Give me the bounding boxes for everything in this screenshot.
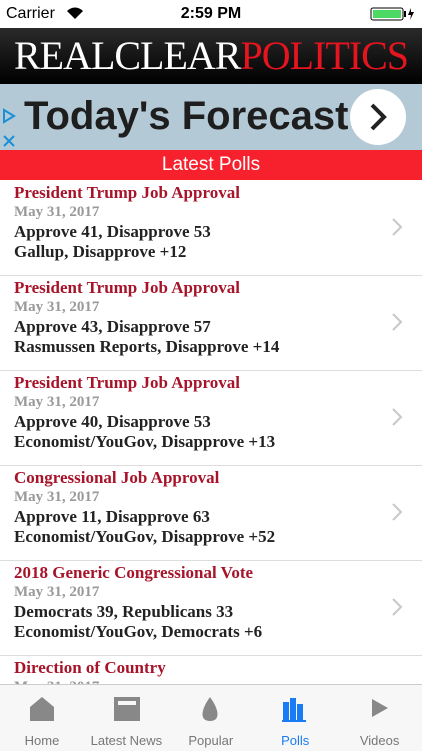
- poll-line1: Approve 40, Disapprove 53: [14, 412, 211, 431]
- poll-date: May 31, 2017: [14, 299, 100, 315]
- status-bar: Carrier 2:59 PM: [0, 0, 422, 28]
- poll-item[interactable]: 2018 Generic Congressional Vote May 31, 2…: [0, 560, 422, 656]
- tab[interactable]: Polls: [253, 685, 337, 751]
- poll-item[interactable]: President Trump Job Approval May 31, 2017…: [0, 370, 422, 466]
- section-title: Latest Polls: [0, 150, 422, 180]
- ad-text[interactable]: Today's Forecast: [24, 94, 349, 138]
- poll-line2: Economist/YouGov, Disapprove +52: [14, 527, 276, 546]
- poll-title: President Trump Job Approval: [14, 373, 240, 392]
- logo-part1: REALCLEAR: [13, 33, 242, 78]
- poll-line1: Democrats 39, Republicans 33: [14, 602, 234, 621]
- poll-line2: Gallup, Disapprove +12: [14, 242, 187, 261]
- poll-title: 2018 Generic Congressional Vote: [14, 563, 254, 582]
- tab-icons: [30, 697, 388, 722]
- logo-part2: POLITICS: [240, 33, 409, 78]
- battery-icon: [370, 7, 414, 21]
- poll-line2: Rasmussen Reports, Disapprove +14: [14, 337, 280, 356]
- poll-line1: Approve 11, Disapprove 63: [14, 507, 210, 526]
- tab[interactable]: Home: [0, 685, 84, 751]
- poll-line1: Approve 41, Disapprove 53: [14, 222, 211, 241]
- ad-arrow[interactable]: [348, 89, 408, 145]
- time: 2:59 PM: [180, 5, 242, 22]
- carrier: Carrier: [6, 5, 55, 22]
- tab-label: Latest News: [90, 733, 163, 748]
- ad-banner[interactable]: Today's Forecast: [0, 84, 422, 150]
- tab-bar: Home Latest News Popular Polls Videos: [0, 684, 422, 751]
- poll-title: Congressional Job Approval: [14, 468, 220, 487]
- tab[interactable]: Popular: [169, 685, 253, 751]
- poll-line2: Economist/YouGov, Disapprove +13: [14, 432, 276, 451]
- tab[interactable]: Latest News: [84, 685, 168, 751]
- poll-date: May 31, 2017: [14, 489, 100, 505]
- tab-label: Home: [24, 733, 60, 748]
- poll-item[interactable]: President Trump Job Approval May 31, 2017…: [0, 180, 422, 276]
- poll-line2: Economist/YouGov, Democrats +6: [14, 622, 263, 641]
- poll-item[interactable]: President Trump Job Approval May 31, 2017…: [0, 275, 422, 371]
- poll-date: May 31, 2017: [14, 204, 100, 220]
- poll-title: Direction of Country: [14, 658, 166, 677]
- chevron: [392, 313, 403, 331]
- poll-line1: Approve 43, Disapprove 57: [14, 317, 211, 336]
- wifi-icon: [67, 7, 83, 19]
- app-header: REALCLEARPOLITICS: [0, 28, 422, 84]
- poll-date: May 31, 2017: [14, 394, 100, 410]
- poll-date: May 31, 2017: [14, 584, 100, 600]
- tab[interactable]: Videos: [338, 685, 422, 751]
- ad-choices[interactable]: [0, 106, 20, 150]
- chevron: [392, 503, 403, 521]
- chevron: [392, 408, 403, 426]
- chevron: [392, 218, 403, 236]
- poll-title: President Trump Job Approval: [14, 183, 240, 202]
- tab-label: Popular: [188, 733, 234, 748]
- tab-label: Videos: [359, 733, 400, 748]
- poll-item[interactable]: Congressional Job Approval May 31, 2017 Ap…: [0, 465, 422, 561]
- tab-label: Polls: [281, 733, 310, 748]
- poll-title: President Trump Job Approval: [14, 278, 240, 297]
- chevron: [392, 598, 403, 616]
